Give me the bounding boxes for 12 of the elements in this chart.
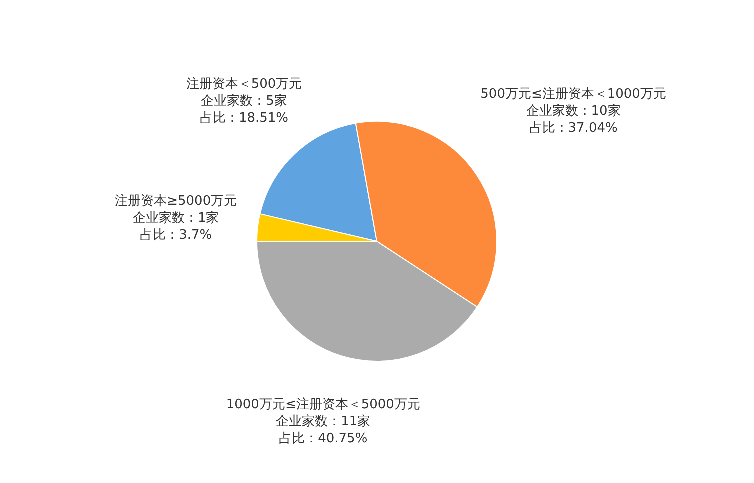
slice-label: 注册资本≥5000万元 (115, 194, 238, 209)
slice-label: 500万元≤注册资本＜1000万元 (480, 87, 666, 102)
data-label: 占比：18.51% (200, 110, 289, 126)
data-label: 占比：40.75% (279, 431, 368, 446)
slice-label: 1000万元≤注册资本＜5000万元 (226, 397, 420, 412)
text: 企业家数：1家 (132, 210, 220, 226)
text: 企业家数：11家 (276, 413, 371, 430)
text: 企业家数：10家 (526, 103, 621, 120)
data-label: 占比：37.04% (529, 121, 618, 136)
slice-label: 注册资本＜500万元 (186, 76, 302, 92)
data-label: 占比：3.7% (140, 228, 212, 243)
text: 企业家数：5家 (201, 92, 288, 109)
